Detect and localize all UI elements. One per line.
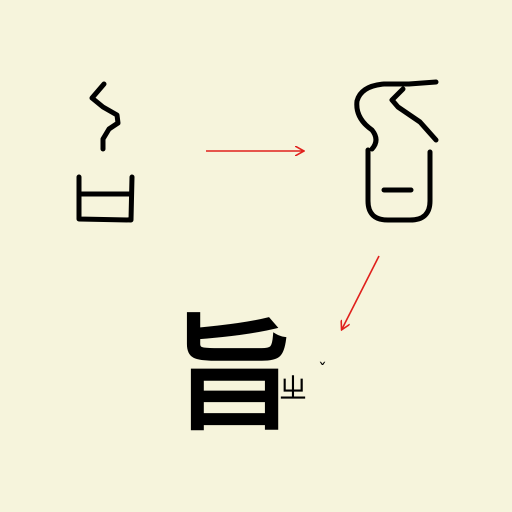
bopomofo-initial: ㄓ — [279, 372, 308, 405]
modern-character: 旨 — [172, 304, 297, 448]
tone-mark: ˇ — [318, 360, 327, 381]
ancient-glyph-2-mouth-stroke — [365, 147, 433, 223]
ancient-glyph-1-spoon-stroke — [89, 81, 121, 152]
ancient-glyph-1-mouth-stroke — [76, 174, 135, 223]
arrow-down-left — [342, 255, 380, 329]
ancient-glyph-2 — [354, 79, 439, 223]
ancient-glyph-1 — [76, 81, 135, 223]
ancient-glyph-2-spoon-stroke — [354, 79, 439, 152]
ancient-glyph-2-hook-stroke — [389, 86, 439, 143]
